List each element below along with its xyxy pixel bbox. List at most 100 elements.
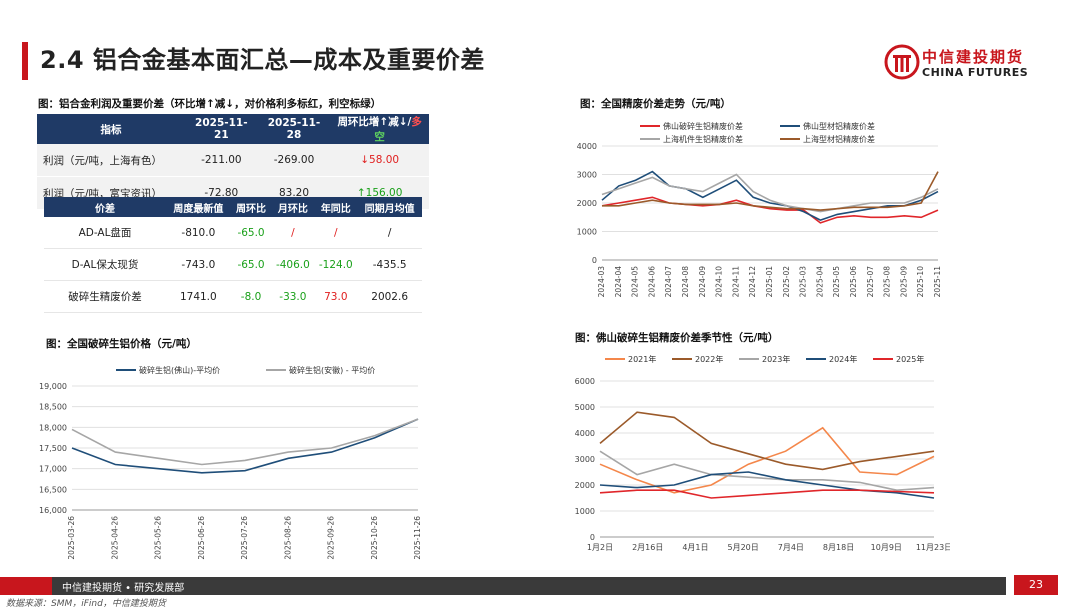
th-latest: 周度最新值	[166, 197, 231, 217]
row-label: 破碎生精废价差	[44, 280, 166, 313]
th-date-1: 2025-11-21	[185, 114, 258, 144]
y-tick-label: 16,500	[39, 485, 67, 494]
x-tick-label: 2025-09	[899, 266, 908, 298]
spread-table: 价差 周度最新值 周环比 月环比 年同比 同期月均值 AD-AL盘面 -810.…	[44, 197, 422, 313]
x-tick-label: 2024-11	[731, 266, 740, 298]
cell-mom: /	[271, 217, 315, 249]
data-source: 数据来源：SMM，iFind，中信建投期货	[6, 599, 166, 609]
series-line-4	[599, 489, 935, 499]
th-avg: 同期月均值	[357, 197, 422, 217]
y-tick-label: 19,000	[39, 382, 67, 391]
crushed-aluminum-price-chart: 16,000 16,500 17,000 17,500 18,000 18,500 19,0…	[39, 365, 422, 560]
cell-yoy: /	[314, 217, 358, 249]
table-row: 利润（元/吨，上海有色） -211.00 -269.00 ↓58.00	[37, 144, 429, 177]
y-tick-label: 2000	[577, 199, 597, 208]
x-tick-label: 2024-08	[681, 266, 690, 298]
cell-wow: -65.0	[230, 217, 272, 249]
profit-table: 指标 2025-11-21 2025-11-28 周环比增↑减↓/多空 利润（元…	[37, 114, 429, 210]
footer-accent	[0, 577, 52, 595]
table-row: 破碎生精废价差 1741.0 -8.0 -33.0 73.0 2002.6	[44, 280, 422, 313]
x-tick-label: 2025-10	[916, 266, 925, 298]
x-tick-label: 2025-09-26	[327, 516, 336, 560]
row-label: D-AL保太现货	[44, 248, 166, 281]
x-tick-label: 2025-11	[933, 266, 942, 298]
x-tick-label: 2024-04	[614, 266, 623, 298]
series-line-1	[601, 170, 939, 221]
legend-label: 2021年	[628, 354, 656, 364]
th-yoy: 年同比	[314, 197, 358, 217]
legend-label: 2025年	[896, 354, 924, 364]
series-line-3	[602, 171, 939, 211]
footer-brand: 中信建投期货 • 研究发展部	[62, 583, 185, 594]
x-tick-label: 8月18日	[823, 543, 854, 552]
cell-value: -211.00	[185, 144, 258, 177]
legend-label: 2023年	[762, 354, 790, 364]
x-tick-label: 2024-10	[715, 266, 724, 298]
x-tick-label: 2025-10-26	[370, 516, 379, 560]
x-tick-label: 2024-07	[664, 266, 673, 298]
x-tick-label: 11月23日	[916, 543, 950, 552]
page-title: 2.4 铝合金基本面汇总—成本及重要价差	[40, 46, 485, 74]
cell-yoy: -124.0	[314, 248, 358, 281]
y-tick-label: 18,000	[39, 423, 67, 432]
y-tick-label: 4000	[577, 142, 597, 151]
x-tick-label: 4月1日	[682, 543, 708, 552]
legend-label: 佛山型材铝精废价差	[803, 121, 875, 131]
x-tick-label: 2025-04	[815, 266, 824, 298]
th-weekly-change: 周环比增↑减↓/多空	[330, 114, 429, 144]
table-row: D-AL保太现货 -743.0 -65.0 -406.0 -124.0 -435…	[44, 248, 422, 281]
cell-value: -810.0	[166, 217, 231, 249]
cell-avg: /	[357, 217, 422, 249]
y-tick-label: 2000	[575, 481, 595, 490]
company-logo-icon	[884, 44, 920, 80]
legend-label: 破碎生铝(安徽) - 平均价	[289, 365, 375, 375]
legend-label: 2024年	[829, 354, 857, 364]
scrap-spread-trend-chart: 0 1000 2000 3000 4000 2024-03 2024-04 2024-05 20…	[577, 121, 942, 298]
y-tick-label: 0	[592, 256, 597, 265]
y-tick-label: 16,000	[39, 506, 67, 515]
y-tick-label: 17,000	[39, 465, 67, 474]
th-indicator: 指标	[37, 114, 185, 144]
legend-label: 2022年	[695, 354, 723, 364]
series-line-2	[601, 173, 939, 213]
x-tick-label: 2025-06	[849, 266, 858, 298]
table1-caption: 图：铝合金利润及重要价差（环比增↑减↓，对价格利多标红，利空标绿）	[38, 98, 382, 110]
logo-text-cn: 中信建投期货	[922, 48, 1025, 66]
th-mom: 月环比	[271, 197, 315, 217]
page-number: 23	[1014, 575, 1058, 595]
y-tick-label: 5000	[575, 403, 595, 412]
th-date-2: 2025-11-28	[257, 114, 331, 144]
x-tick-label: 2025-11-26	[413, 516, 422, 560]
chart2-caption: 图：全国破碎生铝价格（元/吨）	[46, 338, 197, 350]
y-tick-label: 3000	[575, 455, 595, 464]
table-row: AD-AL盘面 -810.0 -65.0 / / /	[44, 217, 422, 249]
y-tick-label: 18,500	[39, 403, 67, 412]
y-tick-label: 6000	[575, 377, 595, 386]
x-tick-label: 2025-01	[765, 266, 774, 298]
cell-yoy: 73.0	[314, 280, 358, 313]
logo-text-en: CHINA FUTURES	[922, 66, 1029, 79]
x-tick-label: 2025-07	[866, 266, 875, 298]
x-tick-label: 2024-09	[698, 266, 707, 298]
y-tick-label: 0	[590, 533, 595, 542]
row-label: 利润（元/吨，上海有色）	[37, 144, 185, 177]
x-tick-label: 2025-04-26	[110, 516, 119, 560]
cell-value: -269.00	[257, 144, 331, 177]
series-line-0	[71, 418, 419, 474]
y-tick-label: 3000	[577, 171, 597, 180]
title-accent-bar	[22, 42, 28, 80]
legend-label: 上海机件生铝精废价差	[663, 134, 743, 144]
y-tick-label: 4000	[575, 429, 595, 438]
chart1-caption: 图：全国精废价差走势（元/吨）	[580, 98, 731, 110]
row-label: AD-AL盘面	[44, 217, 166, 249]
x-tick-label: 2025-08-26	[283, 516, 292, 560]
th-wow: 周环比	[230, 197, 272, 217]
x-tick-label: 2025-06-26	[197, 516, 206, 560]
x-tick-label: 2025-03	[799, 266, 808, 298]
x-tick-label: 2月16日	[632, 543, 663, 552]
series-line-1	[599, 411, 935, 471]
cell-value: -743.0	[166, 248, 231, 281]
x-tick-label: 7月4日	[778, 543, 804, 552]
cell-wow: -8.0	[230, 280, 272, 313]
y-tick-label: 17,500	[39, 444, 67, 453]
